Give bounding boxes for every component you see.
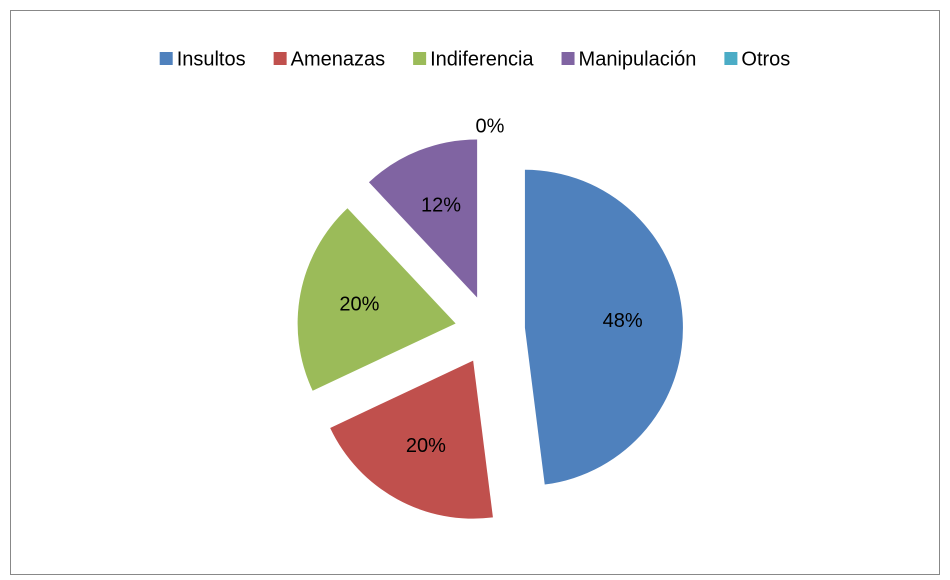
legend-label: Manipulación	[579, 48, 697, 70]
legend-swatch	[561, 52, 575, 65]
pie-slice	[330, 360, 493, 519]
data-label: 20%	[406, 435, 446, 457]
data-label: 12%	[421, 195, 461, 217]
legend-label: Indiferencia	[430, 48, 534, 70]
legend-label: Otros	[741, 48, 790, 70]
legend-swatch	[413, 52, 427, 65]
legend-label: Insultos	[177, 48, 246, 70]
legend-label: Amenazas	[291, 48, 386, 70]
pie-slice	[297, 208, 456, 391]
legend-swatch	[273, 52, 287, 65]
legend-swatch	[159, 52, 173, 65]
data-label: 48%	[603, 310, 643, 332]
pie-slice	[524, 169, 683, 485]
data-label: 0%	[476, 115, 505, 137]
data-label: 20%	[339, 293, 379, 315]
legend-swatch	[724, 52, 738, 65]
pie-slice	[368, 139, 478, 298]
